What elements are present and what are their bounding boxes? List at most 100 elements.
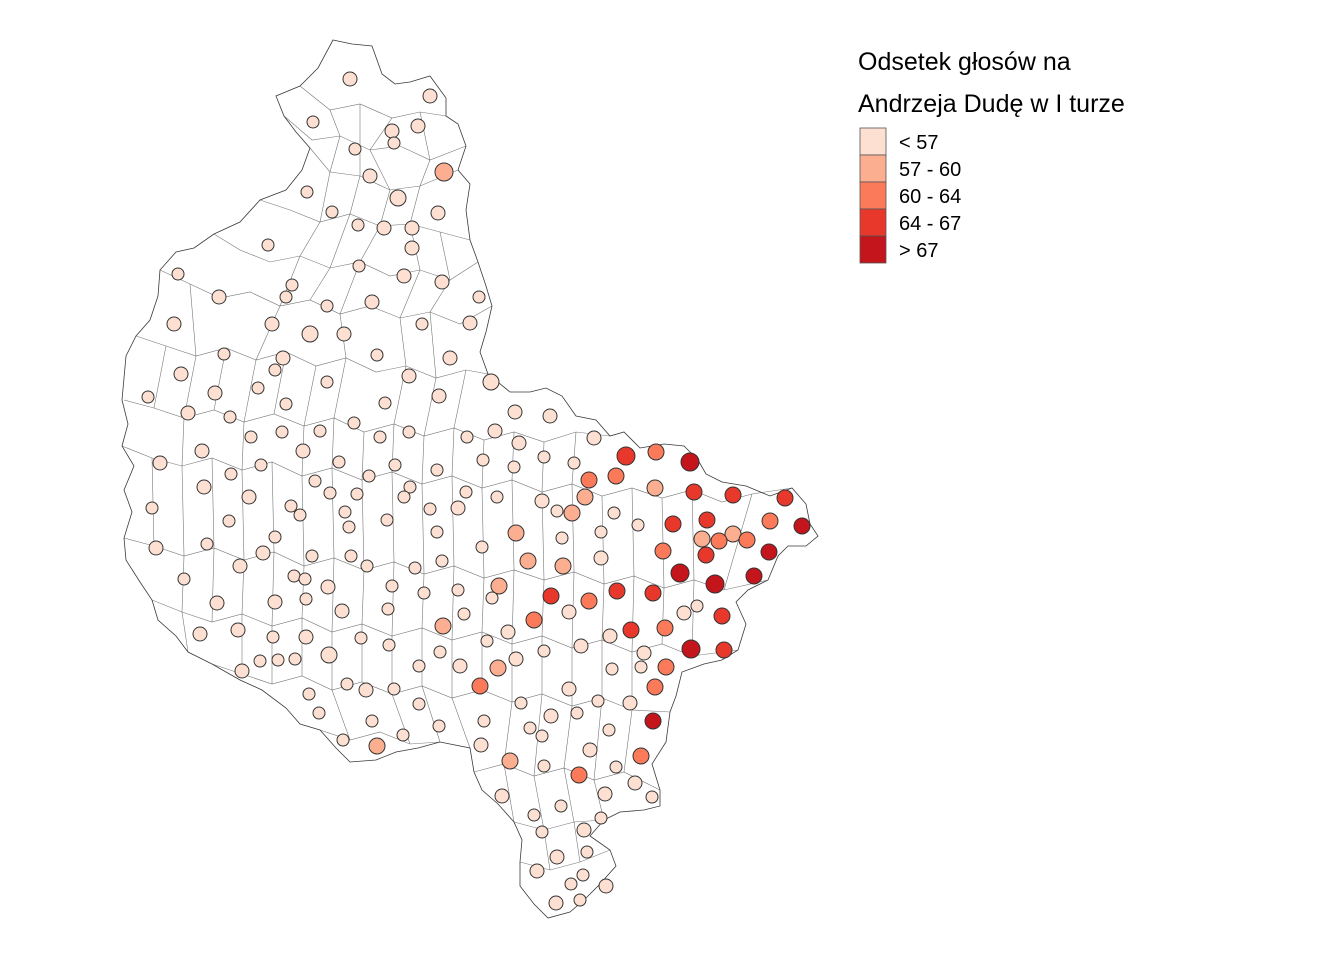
municipality-marker [423,502,437,516]
municipality-marker [514,696,528,710]
municipality-marker [141,390,155,404]
legend-label: < 57 [899,132,938,154]
municipality-marker [656,619,674,637]
municipality-marker [365,714,379,728]
municipality-marker [234,663,250,679]
municipality-marker [241,489,257,505]
municipality-marker [362,168,378,184]
municipality-marker [342,71,358,87]
municipality-marker [501,752,519,770]
municipality-markers [141,71,811,911]
municipality-marker [593,550,609,566]
municipality-marker [323,486,337,500]
municipality-marker [693,530,711,548]
legend-label: 57 - 60 [899,159,961,181]
municipality-marker [415,317,429,331]
municipality-marker [451,583,465,597]
municipality-marker [434,617,452,635]
municipality-marker [200,537,214,551]
municipality-marker [549,849,565,865]
municipality-marker [476,453,490,467]
municipality-marker [412,697,426,711]
municipality-marker [434,162,454,182]
municipality-marker [268,530,282,544]
municipality-marker [710,532,728,550]
municipality-marker [397,490,411,504]
municipality-marker [761,512,779,530]
municipality-marker [412,659,426,673]
municipality-marker [312,706,326,720]
municipality-marker [602,628,618,644]
municipality-marker [471,677,489,695]
municipality-marker [224,467,238,481]
municipality-marker [209,595,225,611]
municipality-marker [636,645,652,661]
municipality-marker [535,729,549,743]
municipality-marker [298,629,314,645]
municipality-marker [344,549,358,563]
municipality-marker [535,825,549,839]
municipality-marker [738,531,756,549]
municipality-marker [396,728,410,742]
municipality-marker [430,205,446,221]
municipality-marker [295,443,311,459]
legend-swatch [859,127,887,156]
municipality-marker [507,404,523,420]
municipality-marker [489,659,507,677]
municipality-marker [462,315,478,331]
municipality-marker [207,385,223,401]
municipality-marker [715,641,733,659]
municipality-marker [724,486,742,504]
municipality-marker [288,652,302,666]
municipality-marker [254,458,268,472]
municipality-marker [482,373,500,391]
legend-title-line-2: Andrzeja Dudę w I turze [858,90,1125,118]
municipality-marker [417,586,431,600]
municipality-marker [354,631,368,645]
municipality-marker [632,747,650,765]
municipality-marker [490,577,508,595]
municipality-marker [508,651,524,667]
municipality-marker [676,605,692,621]
region-outline [121,39,819,919]
municipality-marker [271,653,285,667]
municipality-marker [460,430,474,444]
municipality-marker [647,443,665,461]
municipality-marker [573,893,587,907]
municipality-marker [285,278,299,292]
municipality-marker [442,350,458,366]
municipality-marker [664,515,682,533]
municipality-marker [622,695,638,711]
municipality-marker [194,443,210,459]
municipality-marker [776,489,794,507]
municipality-marker [223,410,237,424]
municipality-marker [713,607,731,625]
municipality-marker [480,634,494,648]
municipality-marker [500,624,516,640]
municipality-marker [564,877,578,891]
municipality-marker [266,630,280,644]
municipality-marker [299,592,313,606]
municipality-marker [576,822,592,838]
municipality-marker [378,396,392,410]
municipality-marker [576,488,594,506]
municipality-marker [302,687,316,701]
municipality-marker [387,682,401,696]
municipality-marker [435,554,449,568]
municipality-marker [580,471,598,489]
municipality-marker [519,552,537,570]
municipality-marker [352,259,366,273]
municipality-marker [697,546,715,564]
municipality-marker [368,737,386,755]
municipality-marker [332,455,346,469]
municipality-marker [244,430,258,444]
municipality-marker [305,549,319,563]
municipality-marker [166,316,182,332]
municipality-marker [616,446,636,466]
municipality-marker [567,456,581,470]
municipality-marker [523,721,537,735]
municipality-marker [253,654,267,668]
municipality-marker [340,677,354,691]
municipality-marker [430,525,444,539]
municipality-marker [388,458,402,472]
